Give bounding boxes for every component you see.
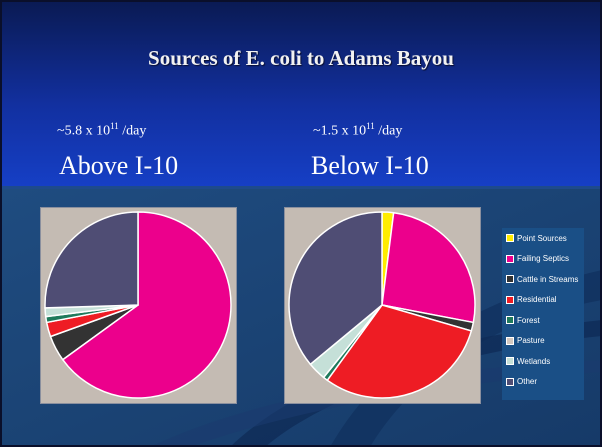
pie-chart-above-frame bbox=[40, 207, 237, 404]
legend-label: Pasture bbox=[517, 336, 545, 345]
chart-legend: Point Sources Failing Septics Cattle in St… bbox=[502, 228, 584, 400]
rate-above-unit: /day bbox=[118, 123, 147, 139]
legend-item-point-sources: Point Sources bbox=[506, 232, 567, 244]
legend-label: Failing Septics bbox=[517, 254, 570, 263]
legend-swatch bbox=[506, 357, 514, 365]
legend-swatch bbox=[506, 336, 514, 345]
rate-below-prefix: ~1.5 x 10 bbox=[313, 123, 367, 139]
legend-swatch bbox=[506, 295, 514, 304]
legend-item-forest: Forest bbox=[506, 314, 540, 326]
pie-chart-below bbox=[288, 211, 476, 399]
pie-chart-above bbox=[44, 211, 232, 399]
rate-below: ~1.5 x 1011 /day bbox=[313, 121, 402, 140]
pie-slice-above-failing-septics bbox=[61, 211, 232, 399]
legend-swatch bbox=[506, 254, 514, 263]
rate-above: ~5.8 x 1011 /day bbox=[57, 121, 146, 140]
legend-item-cattle-in-streams: Cattle in Streams bbox=[506, 273, 578, 285]
location-above: Above I-10 bbox=[59, 151, 179, 180]
legend-item-failing-septics: Failing Septics bbox=[506, 253, 569, 265]
pie-slice-below-failing-septics bbox=[381, 211, 476, 324]
rate-below-exponent: 11 bbox=[366, 121, 375, 131]
legend-label: Cattle in Streams bbox=[517, 274, 579, 284]
rate-above-exponent: 11 bbox=[110, 121, 119, 131]
pie-slice-above-other bbox=[44, 211, 139, 309]
legend-swatch bbox=[506, 316, 514, 324]
pie-slice-below-residential bbox=[326, 304, 473, 399]
legend-item-residential: Residential bbox=[506, 294, 557, 306]
legend-item-pasture: Pasture bbox=[506, 335, 545, 347]
legend-swatch bbox=[506, 377, 514, 386]
location-below: Below I-10 bbox=[311, 151, 429, 180]
legend-swatch bbox=[506, 275, 514, 283]
legend-label: Residential bbox=[517, 295, 557, 304]
pie-chart-below-frame bbox=[284, 207, 481, 404]
legend-item-other: Other bbox=[506, 376, 537, 388]
legend-item-wetlands: Wetlands bbox=[506, 355, 550, 367]
rate-below-unit: /day bbox=[374, 123, 403, 139]
slide-title: Sources of E. coli to Adams Bayou bbox=[148, 46, 454, 70]
legend-label: Other bbox=[517, 377, 538, 386]
legend-label: Point Sources bbox=[517, 233, 567, 243]
legend-label: Forest bbox=[517, 315, 540, 325]
rate-above-prefix: ~5.8 x 10 bbox=[57, 123, 111, 139]
legend-swatch bbox=[506, 234, 514, 242]
pie-slice-below-other bbox=[288, 211, 383, 366]
legend-label: Wetlands bbox=[517, 356, 551, 366]
